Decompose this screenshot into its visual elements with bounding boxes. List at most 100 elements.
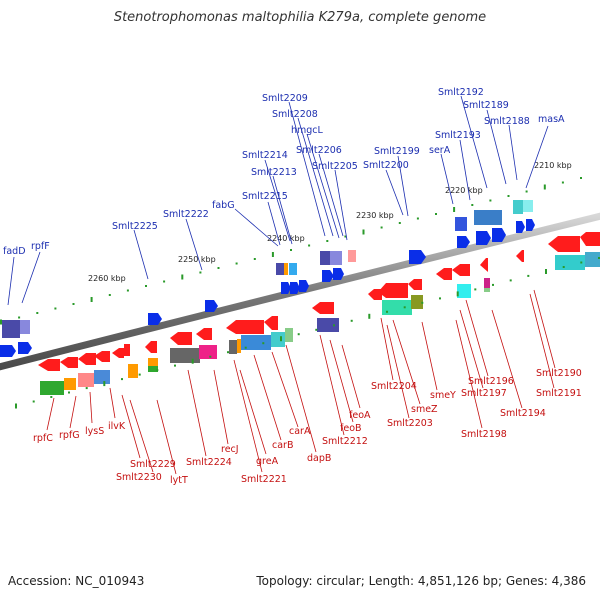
tick-dot xyxy=(308,244,311,247)
gene-label-fadd: fadD xyxy=(3,246,26,257)
feature-arrow xyxy=(548,236,580,252)
gene-label-rpff: rpfF xyxy=(31,241,50,252)
feature-block xyxy=(317,318,339,332)
gene-label-smlt2197: Smlt2197 xyxy=(461,388,507,399)
tick-dot xyxy=(350,319,353,322)
feature-block xyxy=(457,284,471,298)
gene-label-smlt2196: Smlt2196 xyxy=(468,376,514,387)
feature-block xyxy=(148,366,158,372)
gene-label-hmgcl: hmgcL xyxy=(291,125,324,136)
gene-label-smlt2204: Smlt2204 xyxy=(371,381,417,392)
gene-label-smlt2215: Smlt2215 xyxy=(242,191,288,202)
gene-label-smlt2198: Smlt2198 xyxy=(461,429,507,440)
tick-dot xyxy=(421,301,424,304)
gene-label-grea: greA xyxy=(256,456,279,467)
feature-arrow xyxy=(580,232,600,246)
feature-block xyxy=(330,251,342,265)
tick-dot xyxy=(290,249,292,251)
feature-arrow xyxy=(526,219,535,231)
tick-dot xyxy=(333,324,335,327)
feature-arrow xyxy=(322,270,334,282)
bottom-leaders xyxy=(46,289,556,475)
feature-block xyxy=(411,295,423,309)
tick-dot xyxy=(174,364,176,367)
feature-arrow xyxy=(196,328,212,340)
feature-block xyxy=(484,278,490,288)
top-leaders xyxy=(7,95,549,306)
feature-arrow xyxy=(408,279,422,290)
gene-label-recj: recJ xyxy=(221,444,239,455)
tick-dot xyxy=(0,319,2,325)
gene-label-feoa: feoA xyxy=(349,410,371,421)
tick-dot xyxy=(72,303,75,305)
tick-dots xyxy=(0,177,600,409)
feature-block xyxy=(382,300,412,315)
bottom-labels: rpfC rpfG lysS ilvK Smlt2229 Smlt2230 ly… xyxy=(33,368,582,486)
gene-label-sera: serA xyxy=(429,145,451,156)
gene-label-smlt2194: Smlt2194 xyxy=(500,408,546,419)
feature-arrow xyxy=(436,268,452,280)
feature-block xyxy=(64,378,76,390)
genome-summary: Topology: circular; Length: 4,851,126 bp… xyxy=(256,574,586,588)
feature-arrow xyxy=(457,236,470,248)
tick-dot xyxy=(527,274,530,277)
feature-block xyxy=(237,339,241,353)
tick-dot xyxy=(368,313,371,319)
kbp-tick-2260: 2260 kbp xyxy=(88,274,126,283)
gene-label-smlt2209: Smlt2209 xyxy=(262,93,308,104)
tick-dot xyxy=(492,283,494,286)
feature-arrow xyxy=(452,264,470,276)
tick-dot xyxy=(271,252,274,257)
feature-block xyxy=(199,345,217,359)
feature-block xyxy=(474,210,502,225)
gene-label-smlt2200: Smlt2200 xyxy=(363,160,409,171)
tick-dot xyxy=(103,381,106,387)
feature-arrow xyxy=(480,258,488,272)
feature-arrow xyxy=(492,228,506,242)
tick-dot xyxy=(253,258,256,260)
tick-dot xyxy=(362,229,365,235)
tick-dot xyxy=(471,204,474,206)
gene-label-ilvk: ilvK xyxy=(108,421,126,432)
tick-dot xyxy=(398,222,401,224)
gene-label-fabg: fabG xyxy=(212,200,235,211)
gene-label-smlt2191: Smlt2191 xyxy=(536,388,582,399)
feature-arrow xyxy=(516,250,524,262)
tick-dot xyxy=(217,267,220,269)
gene-label-rpfc: rpfC xyxy=(33,433,53,444)
kbp-tick-2250: 2250 kbp xyxy=(178,255,216,264)
gene-label-smlt2193: Smlt2193 xyxy=(435,130,481,141)
tick-dot xyxy=(191,358,194,364)
tick-dot xyxy=(18,316,21,319)
gene-label-smlt2206: Smlt2206 xyxy=(296,145,342,156)
tick-dot xyxy=(315,328,318,331)
feature-block xyxy=(285,328,293,342)
feature-arrow xyxy=(94,351,110,362)
tick-dot xyxy=(145,285,147,287)
feature-block xyxy=(289,263,297,275)
kbp-tick-2210: 2210 kbp xyxy=(534,161,572,170)
tick-dot xyxy=(525,190,528,193)
feature-arrow xyxy=(18,342,32,354)
top-labels: Smlt2209 Smlt2208 hmgcL Smlt2206 Smlt220… xyxy=(3,87,565,257)
tick-dot xyxy=(507,195,510,197)
gene-label-smez: smeZ xyxy=(411,404,438,415)
tick-dot xyxy=(326,240,329,242)
feature-block xyxy=(2,320,20,338)
feature-arrow xyxy=(148,313,162,325)
tick-dot xyxy=(68,391,70,394)
feature-arrow xyxy=(476,231,491,245)
tick-dot xyxy=(453,207,456,212)
tick-dot xyxy=(456,291,459,297)
gene-label-feob: feoB xyxy=(340,423,362,434)
feature-arrow xyxy=(78,353,96,365)
tick-dot xyxy=(15,403,17,409)
reverse-features xyxy=(38,232,600,395)
gene-label-smlt2208: Smlt2208 xyxy=(272,109,318,120)
gene-label-smlt2224: Smlt2224 xyxy=(186,457,232,468)
feature-block xyxy=(40,381,64,395)
feature-arrow xyxy=(226,320,264,334)
accession-label: Accession: NC_010943 xyxy=(8,574,145,588)
feature-arrow xyxy=(312,302,334,314)
gene-label-smlt2190: Smlt2190 xyxy=(536,368,582,379)
